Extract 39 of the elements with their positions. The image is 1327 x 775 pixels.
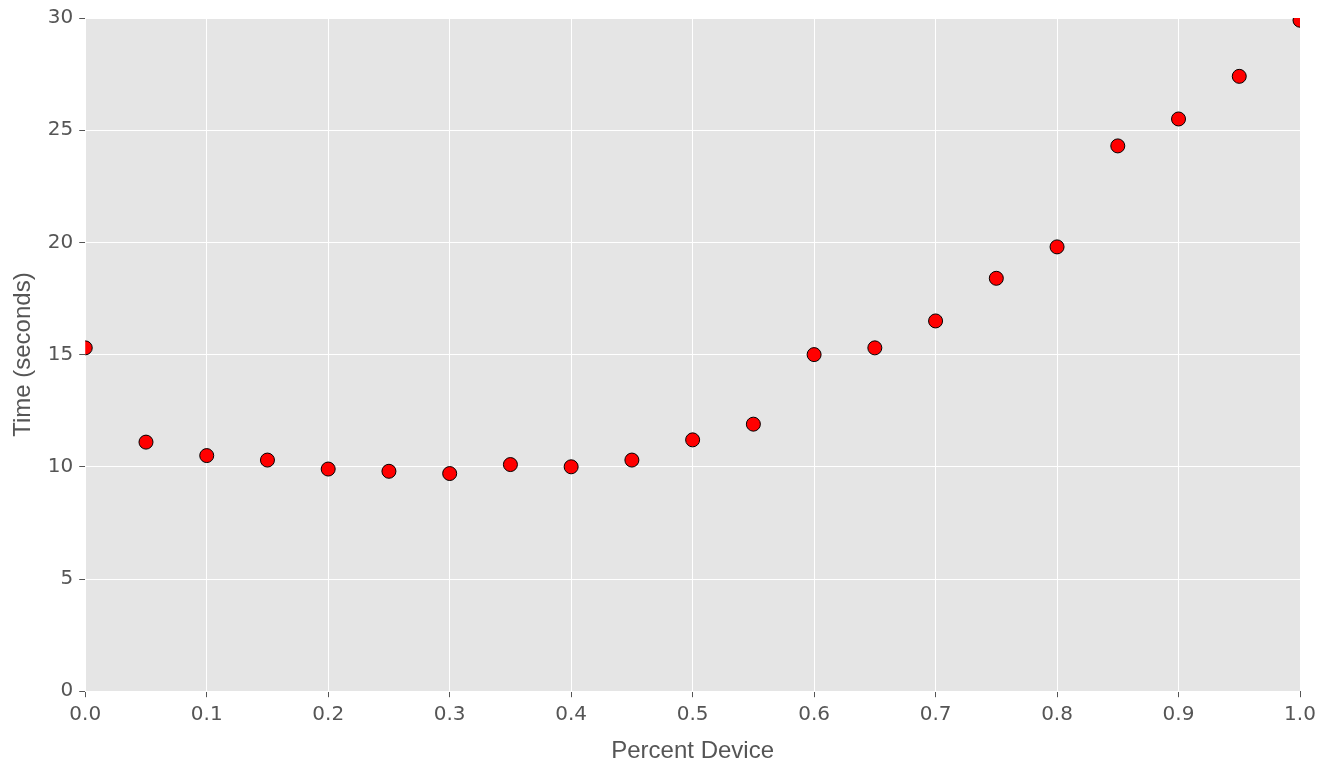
y-tick-label: 30 xyxy=(47,4,74,29)
point xyxy=(381,463,397,479)
point xyxy=(685,432,701,448)
x-tick-label: 0.4 xyxy=(555,701,588,726)
point xyxy=(320,461,336,477)
point xyxy=(502,457,518,473)
point xyxy=(259,452,275,468)
point xyxy=(624,452,640,468)
x-axis-title: Percent Device xyxy=(611,736,774,764)
x-tick-label: 0.5 xyxy=(676,701,709,726)
y-axis-title: Time (seconds) xyxy=(8,272,36,437)
y-tick-label: 5 xyxy=(60,565,74,590)
y-tick-label: 25 xyxy=(47,116,74,141)
point xyxy=(806,347,822,363)
point xyxy=(1110,138,1126,154)
point xyxy=(988,270,1004,286)
point xyxy=(563,459,579,475)
x-tick-label: 0.6 xyxy=(798,701,831,726)
x-tick-label: 0.7 xyxy=(919,701,952,726)
point xyxy=(1049,239,1065,255)
x-tick-label: 0.8 xyxy=(1041,701,1073,726)
point xyxy=(867,340,883,356)
y-tick-label: 0 xyxy=(60,677,74,702)
x-tick-label: 0.1 xyxy=(190,701,223,726)
point xyxy=(1171,111,1187,127)
y-tick-label: 20 xyxy=(47,228,74,253)
x-tick-label: 0.9 xyxy=(1162,701,1195,726)
x-tick-label: 0.2 xyxy=(312,701,345,726)
x-tick-label: 0.0 xyxy=(69,701,102,726)
x-tick-label: 0.3 xyxy=(433,701,466,726)
point xyxy=(138,434,154,450)
point xyxy=(1231,68,1247,84)
point xyxy=(928,313,944,329)
y-tick-label: 15 xyxy=(47,340,74,365)
point xyxy=(442,466,458,482)
point xyxy=(199,448,215,464)
point xyxy=(745,416,761,432)
y-tick-label: 10 xyxy=(47,453,74,477)
x-tick-label: 1.0 xyxy=(1284,701,1316,726)
